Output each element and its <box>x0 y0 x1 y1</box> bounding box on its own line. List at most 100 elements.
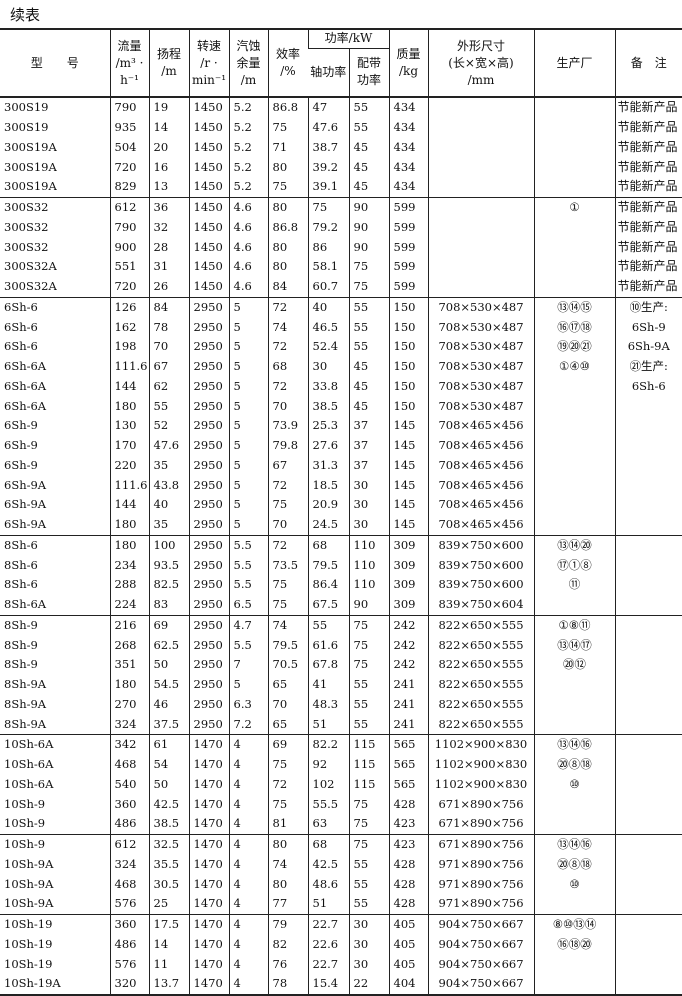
cell-model: 6Sh-9A <box>4 497 47 512</box>
table-row: 6Sh-9 170 47.6 2950 5 79.8 27.6 37 145 708×465×45… <box>0 435 682 456</box>
cell-mass: 599 <box>388 197 428 218</box>
cell-factory: ⑯⑰⑱ <box>533 317 615 337</box>
cell-shaft-power: 38.7 <box>307 137 349 158</box>
cell-speed: 2950 <box>188 297 229 318</box>
cell-mass: 428 <box>388 854 428 875</box>
cell-npsh: 5.2 <box>228 97 268 118</box>
cell-dimensions <box>427 276 534 298</box>
cell-npsh: 4.6 <box>228 197 268 218</box>
cell-npsh: 5 <box>228 435 268 456</box>
cell-dimensions: 671×890×756 <box>427 814 534 835</box>
cell-speed: 1450 <box>188 217 229 238</box>
cell-remark <box>614 396 682 416</box>
cell-flow: 829 <box>109 177 149 198</box>
cell-flow: 198 <box>109 337 149 357</box>
cell-shaft-power: 102 <box>307 774 349 795</box>
cell-efficiency: 69 <box>267 734 308 755</box>
cell-npsh: 5 <box>228 674 268 695</box>
cell-model: 6Sh-9A <box>0 514 110 536</box>
cell-head: 14 <box>148 934 189 955</box>
cell-motor-power: 55 <box>348 317 389 337</box>
cell-speed: 1470 <box>188 894 229 915</box>
cell-remark <box>614 894 682 915</box>
cell-remark: 节能新产品 <box>614 276 682 298</box>
cell-factory <box>533 435 615 456</box>
cell-mass: 599 <box>388 276 428 298</box>
cell-mass: 241 <box>388 714 428 736</box>
cell-model: 6Sh-6 <box>4 319 38 334</box>
table-row: 6Sh-9 220 35 2950 5 67 31.3 37 145 708×465×456 <box>0 455 682 476</box>
cell-npsh: 5.2 <box>228 157 268 177</box>
cell-speed: 2950 <box>188 575 229 595</box>
cell-remark: 节能新产品 <box>614 97 682 118</box>
cell-shaft-power: 30 <box>307 356 349 377</box>
cell-mass: 145 <box>388 416 428 436</box>
cell-speed: 1470 <box>188 854 229 875</box>
cell-motor-power: 90 <box>348 594 389 616</box>
cell-remark <box>614 714 682 736</box>
cell-efficiency: 80 <box>267 874 308 894</box>
cell-mass: 428 <box>388 794 428 814</box>
header-efficiency: 效率/% <box>267 28 308 98</box>
table-row: 300S19 935 14 1450 5.2 75 47.6 55 434 节能新产品 <box>0 117 682 138</box>
cell-npsh: 5 <box>228 514 268 536</box>
cell-npsh: 7 <box>228 655 268 675</box>
cell-factory <box>533 237 615 257</box>
cell-motor-power: 75 <box>348 257 389 277</box>
cell-shaft-power: 18.5 <box>307 475 349 495</box>
cell-motor-power: 55 <box>348 854 389 875</box>
cell-npsh: 5.5 <box>228 555 268 575</box>
cell-shaft-power: 82.2 <box>307 734 349 755</box>
cell-flow: 234 <box>109 555 149 575</box>
cell-head: 42.5 <box>148 794 189 814</box>
cell-shaft-power: 51 <box>307 714 349 736</box>
cell-mass: 434 <box>388 97 428 118</box>
cell-dimensions: 904×750×667 <box>427 974 534 996</box>
cell-flow: 360 <box>109 794 149 814</box>
cell-dimensions: 708×465×456 <box>427 455 534 476</box>
cell-npsh: 4 <box>228 874 268 894</box>
cell-motor-power: 37 <box>348 416 389 436</box>
cell-factory <box>533 894 615 915</box>
cell-factory <box>533 117 615 138</box>
cell-flow: 551 <box>109 257 149 277</box>
cell-mass: 309 <box>388 594 428 616</box>
table-body: 300S19 790 19 1450 5.2 86.8 47 55 434 节能新产品 300S19… <box>0 97 682 996</box>
cell-efficiency: 75 <box>267 495 308 515</box>
cell-factory: ⑬⑭⑳ <box>533 535 615 556</box>
cell-flow: 111.6 <box>109 356 149 377</box>
cell-motor-power: 55 <box>348 714 389 736</box>
cell-head: 40 <box>148 495 189 515</box>
cell-head: 61 <box>148 734 189 755</box>
cell-head: 13 <box>148 177 189 198</box>
table-row: 6Sh-6A 144 62 2950 5 72 33.8 45 150 708×530×487 6S… <box>0 376 682 397</box>
cell-speed: 2950 <box>188 435 229 456</box>
cell-head: 84 <box>148 297 189 318</box>
cell-speed: 2950 <box>188 475 229 495</box>
cell-motor-power: 55 <box>348 97 389 118</box>
cell-speed: 1470 <box>188 954 229 974</box>
cell-speed: 1450 <box>188 177 229 198</box>
cell-shaft-power: 46.5 <box>307 317 349 337</box>
cell-flow: 486 <box>109 934 149 955</box>
cell-shaft-power: 42.5 <box>307 854 349 875</box>
cell-shaft-power: 52.4 <box>307 337 349 357</box>
cell-model: 6Sh-9A <box>4 477 47 492</box>
cell-model: 300S32 <box>4 239 49 254</box>
cell-head: 46 <box>148 694 189 715</box>
table-row: 10Sh-9 360 42.5 1470 4 75 55.5 75 428 671×890×756 <box>0 794 682 814</box>
cell-npsh: 5.5 <box>228 575 268 595</box>
cell-speed: 2950 <box>188 376 229 397</box>
cell-mass: 599 <box>388 257 428 277</box>
cell-head: 35 <box>148 455 189 476</box>
cell-remark <box>614 435 682 456</box>
cell-model: 6Sh-6 <box>4 339 38 354</box>
cell-dimensions: 1102×900×830 <box>427 734 534 755</box>
cell-speed: 2950 <box>188 615 229 636</box>
cell-model: 10Sh-9 <box>0 814 110 835</box>
cell-efficiency: 78 <box>267 974 308 996</box>
cell-efficiency: 75 <box>267 177 308 198</box>
cell-flow: 224 <box>109 594 149 616</box>
table-row: 8Sh-9 216 69 2950 4.7 74 55 75 242 822×650×555 ①⑧⑪ <box>0 615 682 636</box>
cell-speed: 2950 <box>188 674 229 695</box>
